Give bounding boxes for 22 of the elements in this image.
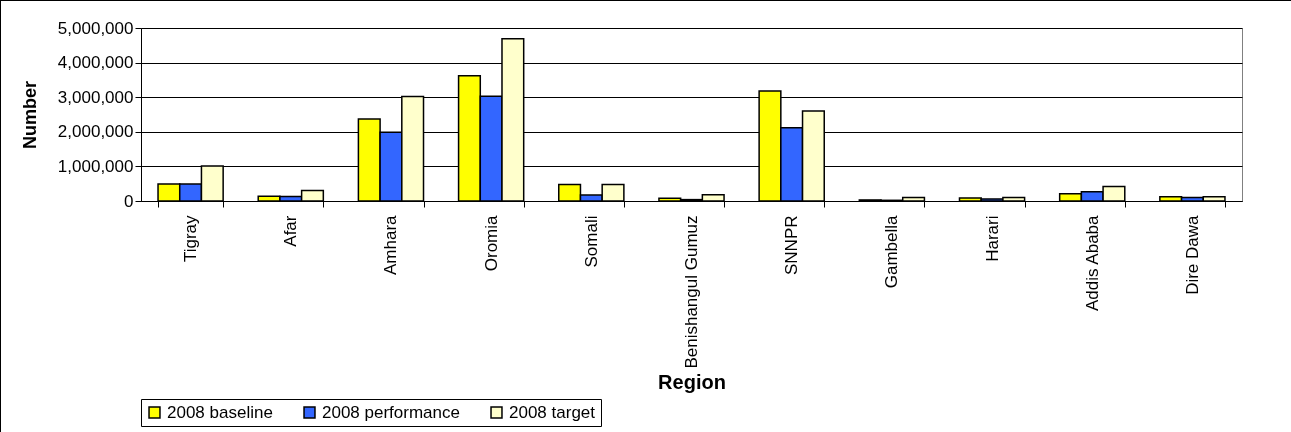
x-tick-label: Gambella	[882, 214, 902, 289]
y-tick-label: 1,000,000	[57, 156, 134, 176]
x-tick-label: Amhara	[381, 214, 401, 276]
x-tick-label: Somali	[581, 215, 601, 268]
y-tick-label: 0	[124, 191, 134, 211]
x-tick-label: Tigray	[181, 215, 201, 263]
x-tick-label: Benishangul Gumuz	[682, 215, 701, 369]
legend-label: 2008 performance	[322, 402, 460, 422]
x-tick-label: SNNPR	[782, 215, 802, 276]
x-tick-label: Addis Ababa	[1082, 214, 1102, 311]
y-tick-label: 3,000,000	[57, 87, 134, 107]
y-tick-label: 5,000,000	[57, 18, 134, 38]
y-tick-label: 4,000,000	[57, 53, 134, 73]
x-tick-label: Dire Dawa	[1182, 214, 1202, 295]
y-axis-title: Number	[19, 80, 40, 150]
legend-label: 2008 baseline	[167, 402, 273, 422]
legend-label: 2008 target	[509, 402, 596, 422]
x-tick-label: Afar	[281, 215, 301, 247]
y-tick-label: 2,000,000	[57, 122, 134, 142]
x-tick-label: Harari	[982, 215, 1002, 262]
x-tick-label: Oromia	[481, 214, 501, 272]
x-axis-title: Region	[658, 370, 726, 393]
